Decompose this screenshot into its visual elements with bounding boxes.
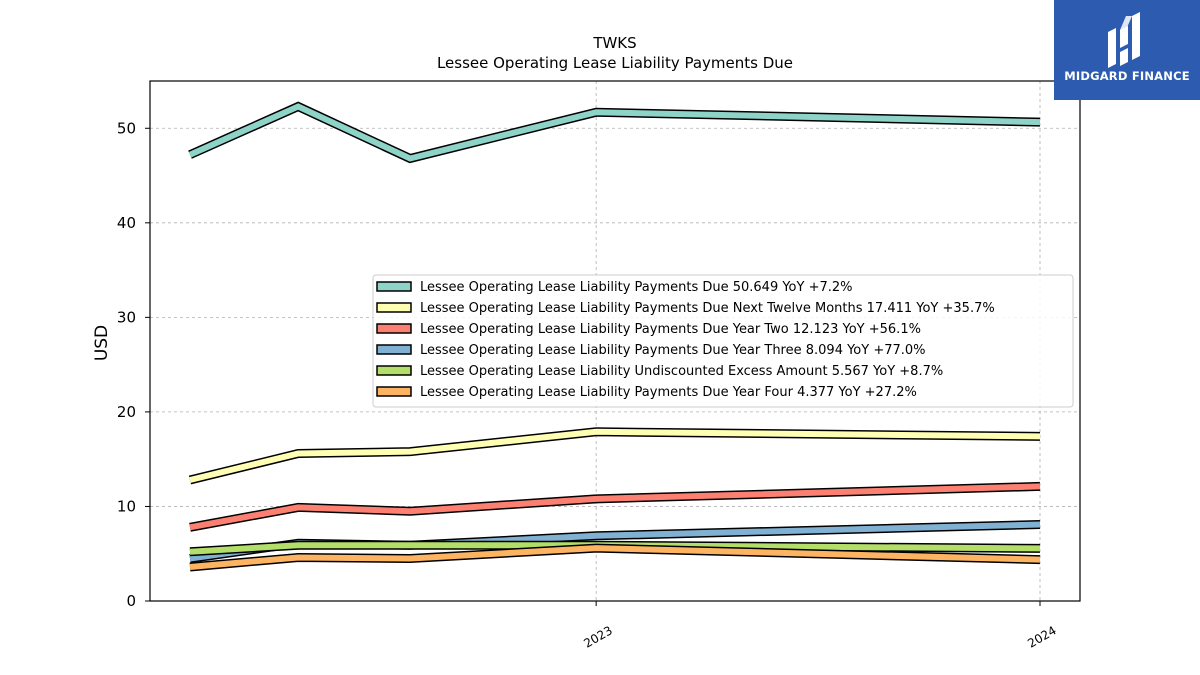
logo-text: MIDGARD FINANCE: [1064, 69, 1190, 83]
x-tick-label: 2024: [1025, 623, 1058, 650]
legend-label: Lessee Operating Lease Liability Payment…: [420, 385, 917, 400]
series-line: [189, 545, 1041, 570]
series-line: [189, 483, 1041, 531]
y-tick-label: 30: [117, 308, 136, 326]
legend-swatch: [376, 386, 412, 397]
y-axis-label: USD: [92, 325, 112, 361]
series-line: [189, 542, 1041, 555]
y-tick-label: 20: [117, 403, 136, 421]
midgard-logo-icon: [1108, 12, 1140, 68]
brand-logo: MIDGARD FINANCE: [1054, 0, 1200, 100]
y-tick-label: 0: [126, 592, 136, 610]
series-line: [189, 428, 1041, 483]
chart-title: TWKS: [592, 34, 636, 52]
y-tick-label: 40: [117, 214, 136, 232]
legend-swatch: [376, 323, 412, 334]
legend-label: Lessee Operating Lease Liability Payment…: [420, 301, 995, 316]
y-tick-label: 50: [117, 119, 136, 137]
legend-swatch: [376, 281, 412, 292]
legend-swatch: [376, 344, 412, 355]
legend-label: Lessee Operating Lease Liability Undisco…: [420, 364, 943, 379]
series-lines: [188, 101, 1041, 572]
plot-frame: [149, 80, 1081, 602]
series-line: [188, 103, 1041, 162]
x-tick-label: 2023: [581, 623, 614, 650]
legend-label: Lessee Operating Lease Liability Payment…: [420, 322, 921, 337]
legend-label: Lessee Operating Lease Liability Payment…: [420, 280, 853, 295]
legend-swatch: [376, 365, 412, 376]
legend-label: Lessee Operating Lease Liability Payment…: [420, 343, 926, 358]
chart-subtitle: Lessee Operating Lease Liability Payment…: [437, 54, 793, 72]
legend: Lessee Operating Lease Liability Payment…: [372, 274, 1074, 408]
y-tick-label: 10: [117, 497, 136, 515]
legend-swatch: [376, 302, 412, 313]
legend-box: [372, 274, 1074, 408]
